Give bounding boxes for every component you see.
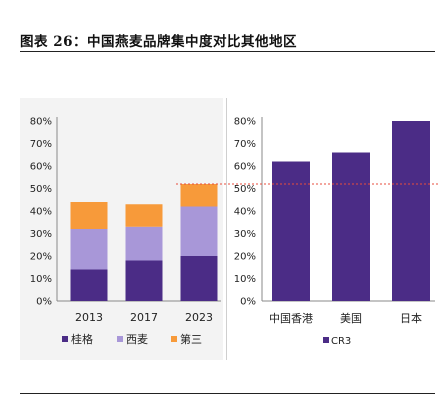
y-tick-label: 80% [30, 117, 52, 128]
legend-label: 第三 [180, 332, 202, 346]
x-tick-label: 2017 [130, 311, 158, 324]
x-tick-label: 中国香港 [269, 312, 313, 325]
x-tick-label: 2023 [185, 311, 213, 324]
y-tick-label: 0% [240, 297, 256, 308]
bar [392, 121, 430, 301]
bar-segment [180, 206, 218, 256]
y-tick-label: 20% [234, 252, 256, 263]
y-tick-label: 20% [30, 252, 52, 263]
legend-swatch [117, 336, 123, 342]
x-tick-label: 2013 [75, 311, 103, 324]
y-tick-label: 70% [30, 139, 52, 150]
legend-swatch [171, 336, 177, 342]
y-tick-label: 50% [30, 184, 52, 195]
footer-rule [20, 393, 435, 394]
title-rule [20, 51, 435, 52]
x-tick-label: 日本 [400, 311, 422, 325]
y-tick-label: 50% [234, 184, 256, 195]
figure-title: 图表 26：中国燕麦品牌集中度对比其他地区 [20, 34, 297, 50]
legend-label: 桂格 [71, 332, 93, 346]
y-tick-label: 80% [234, 117, 256, 128]
bar-segment [125, 260, 163, 301]
y-tick-label: 40% [30, 207, 52, 218]
y-tick-label: 30% [234, 229, 256, 240]
y-tick-label: 10% [234, 274, 256, 285]
y-tick-label: 0% [36, 297, 52, 308]
y-tick-label: 60% [30, 162, 52, 173]
bar-segment [180, 256, 218, 301]
bar-segment [125, 204, 163, 227]
bar [332, 152, 370, 301]
x-tick-label: 美国 [340, 312, 362, 325]
legend-label: 西麦 [126, 333, 148, 346]
legend-swatch [323, 337, 329, 343]
y-tick-label: 30% [30, 229, 52, 240]
y-tick-label: 40% [234, 207, 256, 218]
bar [272, 161, 310, 301]
y-tick-label: 70% [234, 139, 256, 150]
bar-segment [70, 229, 108, 270]
bar-segment [70, 269, 108, 301]
bar-segment [125, 226, 163, 261]
y-tick-label: 10% [30, 274, 52, 285]
bar-segment [70, 202, 108, 229]
y-tick-label: 60% [234, 162, 256, 173]
legend-swatch [62, 336, 68, 342]
bar-segment [180, 184, 218, 207]
legend-label: CR3 [331, 336, 351, 347]
